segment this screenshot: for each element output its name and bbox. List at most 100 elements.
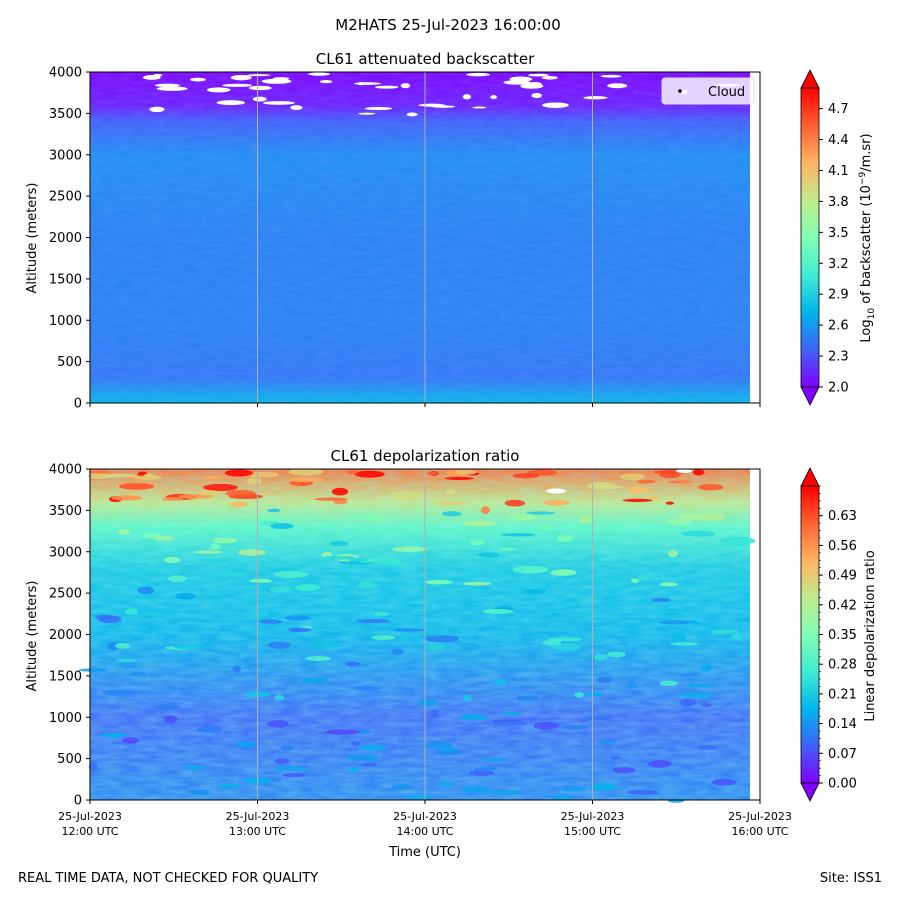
depolarization-speck — [596, 676, 612, 683]
depolarization-speck — [331, 487, 349, 496]
depolarization-speck — [512, 473, 540, 479]
cloud-speck — [541, 76, 558, 80]
depolarization-colorbar-label: Linear depolarization ratio — [863, 550, 878, 721]
y-tick-label: 2500 — [49, 190, 82, 205]
cloud-speck — [546, 488, 566, 494]
depolarization-speck — [247, 612, 270, 617]
cloud-speck — [153, 73, 163, 77]
depolarization-speck — [637, 573, 655, 581]
depolarization-speck — [269, 586, 292, 593]
depolarization-speck — [462, 520, 497, 527]
depolarization-speck — [100, 732, 128, 738]
depolarization-speck — [482, 608, 514, 615]
depolarization-speck — [462, 786, 491, 794]
colorbar-extend-top — [800, 69, 820, 89]
depolarization-speck — [308, 642, 343, 648]
depolarization-speck — [438, 747, 459, 752]
depolarization-speck — [146, 569, 175, 573]
colorbar-tick-label: 0.42 — [828, 598, 857, 613]
y-tick-label: 500 — [57, 752, 82, 767]
depolarization-speck — [446, 488, 456, 496]
depolarization-speck — [232, 665, 241, 673]
depolarization-speck — [669, 642, 699, 646]
depolarization-speck — [118, 483, 154, 490]
depolarization-speck — [504, 499, 526, 507]
depolarization-speck — [289, 477, 325, 483]
cloud-speck — [462, 94, 472, 100]
y-tick-label: 0 — [74, 794, 82, 809]
colorbar-gradient — [800, 87, 820, 388]
colorbar-tick-label: 2.6 — [828, 319, 849, 334]
depolarization-speck — [463, 581, 492, 586]
x-tick-date-label: 25-Jul-2023 — [561, 810, 625, 823]
colorbar-tick-label: 3.2 — [828, 257, 849, 272]
depolarization-speck — [592, 782, 617, 791]
depolarization-speck — [711, 778, 737, 786]
depolarization-speck — [288, 627, 311, 632]
depolarization-speck — [462, 537, 486, 542]
depolarization-speck — [216, 783, 242, 788]
colorbar-extend-bottom — [800, 782, 820, 802]
depolarization-speck — [270, 523, 294, 530]
depolarization-speck — [197, 490, 221, 496]
depolarization-xlabel: Time (UTC) — [388, 845, 461, 860]
depolarization-speck — [594, 653, 608, 661]
depolarization-speck — [426, 471, 439, 475]
cloud-speck — [503, 80, 531, 85]
depolarization-speck — [719, 536, 756, 545]
depolarization-speck — [701, 703, 712, 708]
cloud-speck — [272, 77, 290, 80]
depolarization-speck — [501, 533, 536, 537]
depolarization-speck — [132, 475, 163, 480]
depolarization-speck — [508, 513, 537, 521]
depolarization-speck — [582, 716, 613, 721]
x-tick-time-label: 13:00 UTC — [229, 825, 286, 838]
depolarization-speck — [500, 711, 521, 716]
depolarization-speck — [247, 471, 280, 478]
depolarization-speck — [175, 592, 197, 600]
depolarization-speck — [87, 473, 112, 479]
depolarization-speck — [477, 552, 500, 558]
depolarization-speck — [610, 756, 621, 760]
depolarization-speck — [543, 499, 570, 506]
depolarization-speck — [194, 550, 223, 554]
depolarization-speck — [622, 498, 653, 503]
depolarization-speck — [557, 535, 574, 542]
depolarization-speck — [627, 790, 659, 795]
colorbar-tick-label: 0.14 — [828, 717, 857, 732]
depolarization-speck — [665, 501, 675, 505]
depolarization-speck — [267, 508, 281, 513]
cloud-speck — [531, 93, 542, 99]
depolarization-speck — [102, 689, 132, 696]
depolarization-speck — [219, 572, 249, 577]
depolarization-speck — [213, 537, 237, 544]
legend-box — [661, 77, 755, 105]
cloud-speck — [149, 106, 165, 113]
depolarization-speck — [305, 656, 332, 662]
y-tick-label: 3500 — [49, 504, 82, 519]
depolarization-speck — [114, 642, 130, 649]
depolarization-speck — [358, 581, 375, 589]
cloud-speck — [600, 74, 622, 78]
depolarization-speck — [274, 758, 290, 764]
depolarization-speck — [203, 483, 238, 492]
backscatter-texture — [90, 72, 750, 403]
depolarization-speck — [254, 516, 288, 521]
depolarization-speck — [651, 597, 671, 602]
colorbar-tick-label: 0.63 — [828, 509, 857, 524]
depolarization-speck — [481, 757, 507, 761]
depolarization-speck — [667, 550, 678, 558]
y-tick-label: 2000 — [49, 231, 82, 246]
depolarization-speck — [111, 495, 143, 501]
x-tick-date-label: 25-Jul-2023 — [226, 810, 290, 823]
depolarization-speck — [161, 496, 184, 501]
backscatter-colorbar: 2.0 2.3 2.6 2.9 3.2 3.5 3.8 4.1 4.4 4.7 Log10 of … — [800, 69, 877, 406]
legend-cloud-label: Cloud — [708, 85, 745, 100]
depolarization-speck — [574, 692, 584, 698]
cloud-speck — [607, 83, 628, 89]
legend: Cloud — [661, 77, 755, 105]
depolarization-speck — [678, 692, 714, 698]
depolarization-speck — [188, 789, 210, 795]
depolarization-speck — [347, 469, 359, 475]
